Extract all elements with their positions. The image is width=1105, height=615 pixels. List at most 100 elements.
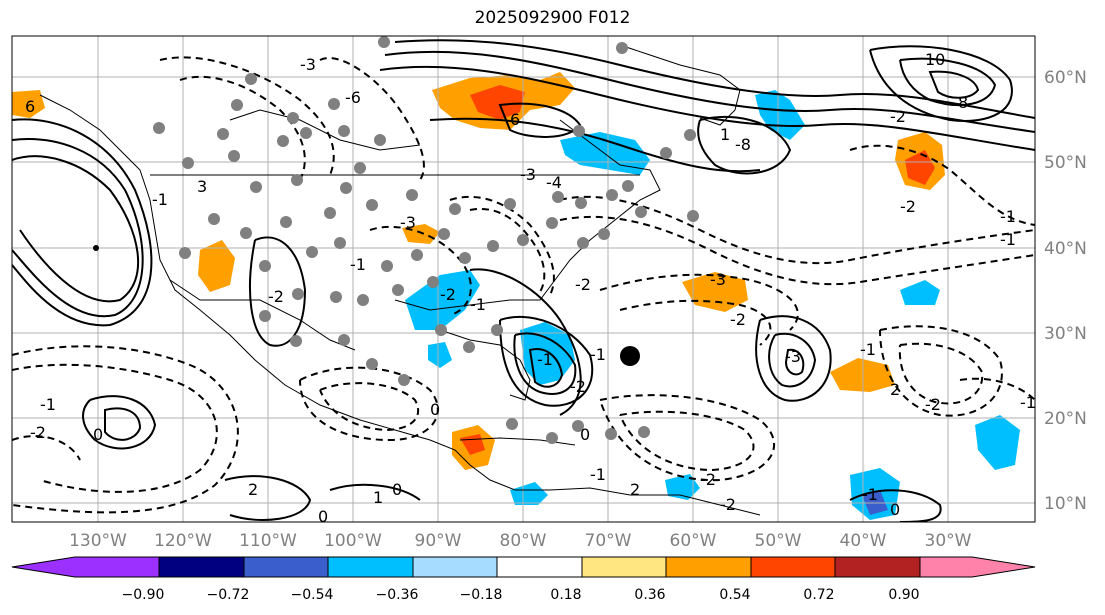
contours-negative (12, 56, 1035, 514)
colorbar-tick-label: −0.36 (376, 587, 419, 603)
colorbar-tick-label: 0.18 (550, 587, 581, 603)
lat-label: 30°N (1044, 324, 1087, 344)
colorbar-segment (12, 557, 75, 577)
contour-label: -2 (570, 377, 586, 396)
contour-label: -1 (40, 395, 56, 414)
contour-label: 10 (925, 50, 945, 69)
lon-label: 60°W (670, 531, 717, 551)
contour-label: -1 (152, 190, 168, 209)
contour-label: 1 (373, 488, 383, 507)
lat-label: 60°N (1044, 68, 1087, 88)
contour-label: -3 (520, 165, 536, 184)
lat-label: 20°N (1044, 409, 1087, 429)
anomaly-patch-s-america-1 (510, 482, 548, 505)
contour-label: -2 (925, 395, 941, 414)
lon-label: 40°W (840, 531, 887, 551)
contour-label: 6 (25, 97, 35, 116)
colorbar-segment (835, 557, 920, 577)
colorbar-segment (582, 557, 666, 577)
longitude-labels: 130°W 120°W 110°W 100°W 90°W 80°W 70°W 6… (69, 531, 972, 551)
colorbar-segment (159, 557, 244, 577)
contour-label: -6 (345, 88, 361, 107)
contour-label-group: 6 6 -3 3 -2 -1 -2 -3 -4 -6 -8 10 8 -2 -1… (25, 50, 1036, 526)
chart-title: 2025092900 F012 (474, 8, 631, 28)
contour-label: -4 (546, 173, 562, 192)
lon-label: 100°W (324, 531, 382, 551)
anomaly-patch-greenland (755, 90, 805, 140)
contour-label: -2 (900, 197, 916, 216)
colorbar-tick-label: 0.54 (719, 587, 750, 603)
contour-label: -1 (350, 255, 366, 274)
colorbar-segment (972, 557, 1035, 577)
colorbar-tick-label: −0.54 (291, 587, 334, 603)
lon-label: 110°W (239, 531, 297, 551)
lon-label: 70°W (585, 531, 632, 551)
contour-label: -1 (1000, 207, 1016, 226)
lon-label: 90°W (415, 531, 462, 551)
colorbar-segment (920, 557, 972, 577)
filled-anomalies (12, 72, 1020, 520)
lat-label: 40°N (1044, 239, 1087, 259)
contour-label: -2 (700, 470, 716, 489)
contour-label: -2 (575, 275, 591, 294)
contour-label: -1 (590, 345, 606, 364)
colorbar-segment (75, 557, 159, 577)
contour-label: -3 (785, 347, 801, 366)
coastlines (39, 44, 761, 516)
map-frame (11, 35, 1036, 523)
contour-label: -1 (1000, 230, 1016, 249)
colorbar-outline (11, 556, 1036, 578)
contour-label: -3 (710, 270, 726, 289)
contour-label: 2 (630, 480, 640, 499)
colorbar-segment (244, 557, 328, 577)
lon-label: 120°W (154, 531, 212, 551)
contour-label: -3 (400, 213, 416, 232)
lat-label: 10°N (1044, 494, 1087, 514)
anomaly-patch-mid-atlantic (682, 272, 748, 312)
anomaly-patch-gulf (428, 342, 452, 368)
contour-label: 1 (720, 125, 730, 144)
contour-label: 0 (580, 425, 590, 444)
contour-label: 0 (318, 507, 328, 526)
contour-label: -1 (537, 350, 553, 369)
colorbar-tick-label: 0.90 (888, 587, 919, 603)
colorbar-tick-label: −0.90 (122, 587, 165, 603)
station-markers (153, 36, 699, 444)
contour-label: 0 (93, 425, 103, 444)
lon-label: 80°W (500, 531, 547, 551)
contour-label: 8 (958, 93, 968, 112)
anomaly-patch-nw-canada (12, 90, 45, 118)
contour-label: -2 (30, 423, 46, 442)
contour-label: -1 (1020, 393, 1036, 412)
colorbar-segment (497, 557, 582, 577)
contour-label: 2 (890, 380, 900, 399)
station-marker-small (93, 245, 99, 251)
contour-label: -1 (590, 465, 606, 484)
colorbar-segment (328, 557, 413, 577)
colorbar-tick-label: 0.72 (803, 587, 834, 603)
colorbar: −0.90 −0.72 −0.54 −0.36 −0.18 0.18 0.36 … (11, 556, 1036, 603)
storm-marker (620, 346, 640, 366)
contour-label: 0 (392, 480, 402, 499)
contour-label: -2 (730, 310, 746, 329)
contour-label: 2 (248, 480, 258, 499)
anomaly-patch-s-america-2 (665, 474, 700, 500)
colorbar-tick-label: 0.36 (634, 587, 665, 603)
anomaly-patch-sw-us (198, 240, 235, 292)
contour-label: 0 (430, 400, 440, 419)
lon-label: 50°W (755, 531, 802, 551)
colorbar-segment (751, 557, 835, 577)
anomaly-patch-ohio (405, 270, 480, 330)
colorbar-tick-label: −0.72 (207, 587, 250, 603)
contour-label: -2 (720, 495, 736, 514)
contour-label: -2 (268, 287, 284, 306)
anomaly-patch-atlantic-blue (900, 280, 940, 305)
map-area: 6 6 -3 3 -2 -1 -2 -3 -4 -6 -8 10 8 -2 -1… (12, 36, 1036, 526)
colorbar-segment (413, 557, 497, 577)
contour-label: 3 (197, 177, 207, 196)
anomaly-patch-n-atlantic-core (905, 150, 935, 185)
contour-label: -1 (470, 295, 486, 314)
anomaly-patch-e-atlantic-blue (975, 415, 1020, 470)
contour-label: -2 (890, 107, 906, 126)
